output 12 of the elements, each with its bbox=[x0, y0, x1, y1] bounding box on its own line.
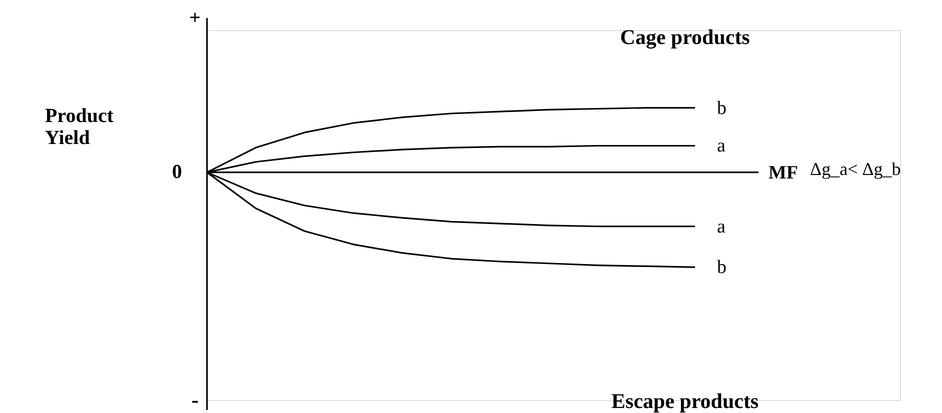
text: - bbox=[191, 387, 199, 412]
text: Δg_a< Δg_b bbox=[810, 159, 901, 179]
y-axis-title: Product Yield bbox=[45, 105, 114, 149]
series-label: a bbox=[717, 136, 726, 157]
series-label: b bbox=[717, 257, 727, 278]
series-label: a bbox=[717, 216, 726, 238]
x-axis-title: MF bbox=[768, 162, 798, 184]
text: 0 bbox=[172, 161, 182, 183]
text: + bbox=[189, 7, 201, 29]
text: Escape products bbox=[611, 389, 759, 413]
text: Cage products bbox=[620, 25, 750, 49]
series-label: b bbox=[717, 98, 727, 119]
